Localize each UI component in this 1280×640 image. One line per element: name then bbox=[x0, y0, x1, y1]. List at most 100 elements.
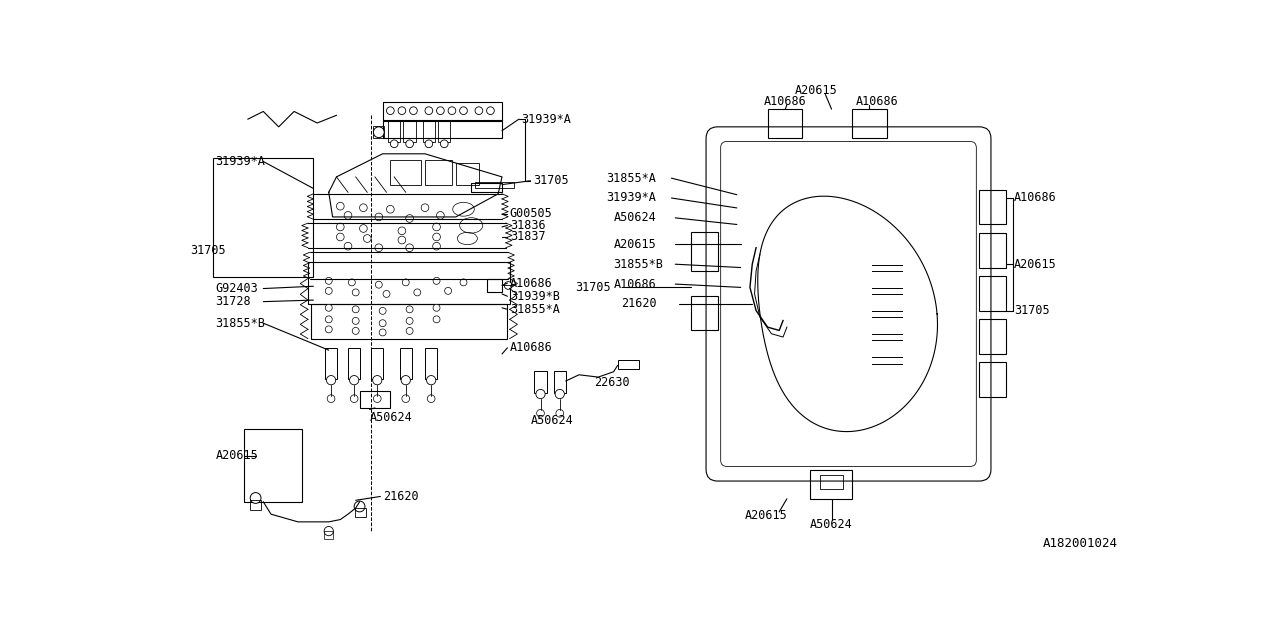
Circle shape bbox=[325, 316, 333, 323]
Circle shape bbox=[398, 107, 406, 115]
Circle shape bbox=[448, 107, 456, 115]
Circle shape bbox=[383, 291, 390, 298]
Circle shape bbox=[723, 339, 732, 348]
Circle shape bbox=[536, 389, 545, 399]
Circle shape bbox=[410, 107, 417, 115]
Circle shape bbox=[406, 328, 413, 334]
Text: A20615: A20615 bbox=[745, 509, 787, 522]
Bar bbox=[383, 120, 502, 138]
Circle shape bbox=[379, 329, 387, 336]
Text: 22630: 22630 bbox=[594, 376, 630, 389]
Circle shape bbox=[786, 438, 796, 447]
FancyBboxPatch shape bbox=[721, 141, 977, 467]
Text: 31705: 31705 bbox=[191, 244, 225, 257]
Circle shape bbox=[250, 493, 261, 504]
Circle shape bbox=[328, 395, 335, 403]
Circle shape bbox=[444, 287, 452, 294]
Circle shape bbox=[726, 227, 735, 236]
Text: G92403: G92403 bbox=[215, 282, 259, 295]
Circle shape bbox=[402, 395, 410, 403]
Circle shape bbox=[433, 277, 440, 284]
Text: 31855*B: 31855*B bbox=[613, 258, 663, 271]
Circle shape bbox=[433, 223, 440, 231]
Circle shape bbox=[325, 326, 333, 333]
Circle shape bbox=[868, 194, 876, 202]
Bar bbox=[979, 362, 1006, 397]
Circle shape bbox=[879, 264, 887, 271]
Circle shape bbox=[398, 227, 406, 235]
Bar bbox=[486, 278, 502, 292]
Circle shape bbox=[723, 283, 732, 292]
Circle shape bbox=[375, 281, 383, 288]
Bar bbox=[475, 182, 513, 188]
Text: A20615: A20615 bbox=[1014, 258, 1057, 271]
Bar bbox=[374, 126, 384, 138]
Bar bbox=[768, 109, 803, 138]
Text: 31855*B: 31855*B bbox=[215, 317, 265, 330]
Circle shape bbox=[460, 107, 467, 115]
Bar bbox=[403, 121, 416, 142]
Bar bbox=[810, 470, 852, 499]
Bar bbox=[244, 429, 302, 502]
Circle shape bbox=[364, 235, 371, 243]
Circle shape bbox=[460, 279, 467, 286]
Bar bbox=[438, 121, 451, 142]
Bar bbox=[691, 232, 718, 271]
Circle shape bbox=[406, 306, 413, 313]
Circle shape bbox=[349, 376, 358, 385]
Circle shape bbox=[421, 204, 429, 212]
Text: 31837: 31837 bbox=[509, 230, 545, 243]
Circle shape bbox=[344, 243, 352, 250]
Bar bbox=[348, 348, 361, 379]
Circle shape bbox=[352, 317, 360, 324]
Circle shape bbox=[406, 214, 413, 222]
Text: 31939*A: 31939*A bbox=[605, 191, 655, 205]
Circle shape bbox=[475, 107, 483, 115]
Circle shape bbox=[831, 147, 840, 156]
Circle shape bbox=[879, 333, 887, 341]
Bar bbox=[691, 296, 718, 330]
Circle shape bbox=[360, 204, 367, 212]
Circle shape bbox=[406, 140, 413, 148]
Bar bbox=[979, 190, 1006, 225]
Circle shape bbox=[352, 328, 360, 334]
Text: A50624: A50624 bbox=[531, 415, 573, 428]
Circle shape bbox=[355, 501, 365, 512]
Text: 31855*A: 31855*A bbox=[509, 303, 559, 316]
Circle shape bbox=[536, 410, 544, 417]
Circle shape bbox=[849, 241, 856, 248]
Circle shape bbox=[956, 292, 965, 302]
Circle shape bbox=[352, 306, 360, 313]
Circle shape bbox=[375, 244, 383, 252]
Circle shape bbox=[401, 376, 411, 385]
Circle shape bbox=[352, 289, 360, 296]
Bar bbox=[820, 475, 844, 489]
Circle shape bbox=[374, 127, 384, 138]
Bar bbox=[383, 102, 502, 122]
Circle shape bbox=[844, 283, 854, 292]
FancyBboxPatch shape bbox=[707, 127, 991, 481]
Circle shape bbox=[398, 236, 406, 244]
Circle shape bbox=[556, 389, 564, 399]
Bar bbox=[741, 258, 764, 281]
Circle shape bbox=[436, 212, 444, 220]
Circle shape bbox=[433, 305, 440, 311]
Circle shape bbox=[379, 320, 387, 326]
Text: 31705: 31705 bbox=[1014, 304, 1050, 317]
Circle shape bbox=[837, 207, 845, 215]
Bar bbox=[979, 319, 1006, 354]
Text: 31705: 31705 bbox=[532, 174, 568, 188]
Text: A10686: A10686 bbox=[764, 95, 806, 108]
Circle shape bbox=[436, 107, 444, 115]
Bar bbox=[852, 109, 887, 138]
Circle shape bbox=[486, 107, 494, 115]
Circle shape bbox=[387, 107, 394, 115]
Circle shape bbox=[351, 395, 358, 403]
Text: A50624: A50624 bbox=[613, 211, 657, 225]
Text: 31705: 31705 bbox=[575, 281, 611, 294]
Circle shape bbox=[375, 213, 383, 221]
Bar bbox=[741, 281, 764, 304]
Circle shape bbox=[504, 282, 512, 289]
Bar bbox=[553, 371, 566, 392]
Circle shape bbox=[325, 305, 333, 311]
